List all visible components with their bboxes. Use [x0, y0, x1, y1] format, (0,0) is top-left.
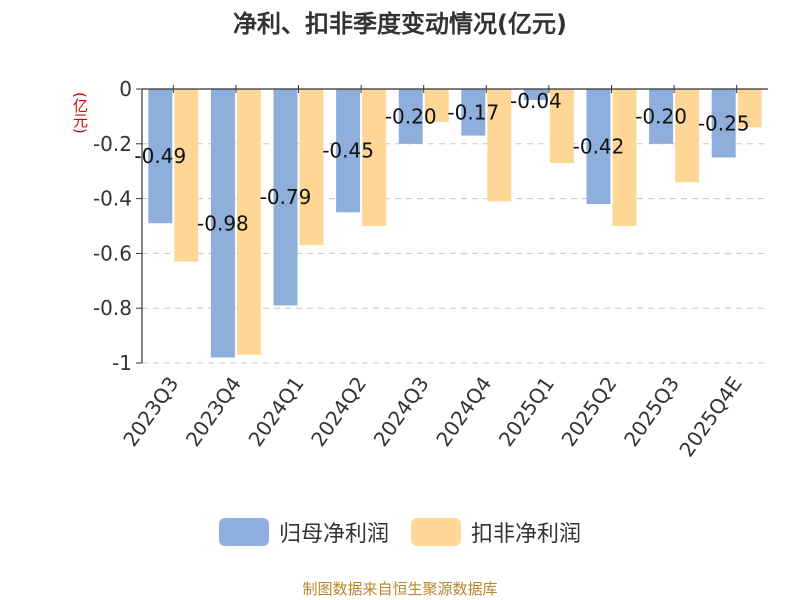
bar-deducted-profit [424, 89, 449, 122]
bar-deducted-profit [236, 89, 261, 355]
bar-deducted-profit [675, 89, 700, 183]
y-tick-label: -0.8 [93, 296, 132, 320]
x-tick-label: 2024Q1 [243, 372, 308, 451]
x-tick-label: 2025Q1 [494, 372, 559, 451]
legend-swatch-deducted-profit [411, 518, 461, 546]
legend-label-deducted-profit: 扣非净利润 [471, 522, 582, 547]
bar-net-profit [461, 89, 486, 136]
bar-deducted-profit [612, 89, 637, 226]
bar-net-profit [586, 89, 611, 205]
y-tick-label: -1 [112, 351, 132, 375]
y-tick-label: -0.4 [93, 187, 132, 211]
bar-net-profit [148, 89, 173, 224]
bar-net-profit [711, 89, 736, 158]
x-tick-label: 2023Q3 [118, 372, 183, 451]
chart-title: 净利、扣非季度变动情况(亿元) [233, 10, 567, 38]
y-tick-label: 0 [119, 77, 132, 101]
y-tick-label: -0.2 [93, 132, 132, 156]
y-tick-label: -0.6 [93, 241, 132, 265]
data-label-net-profit: -0.79 [260, 185, 312, 209]
bar-deducted-profit [362, 89, 387, 226]
data-label-net-profit: -0.04 [510, 89, 562, 113]
legend-label-net-profit: 归母净利润 [278, 522, 389, 547]
bar-net-profit [398, 89, 423, 144]
bar-net-profit [273, 89, 298, 306]
bar-net-profit [210, 89, 235, 358]
y-axis-unit-label: (亿元) [71, 92, 89, 134]
data-label-net-profit: -0.42 [573, 135, 625, 159]
bar-net-profit [523, 89, 548, 100]
bar-net-profit [336, 89, 361, 213]
legend-swatch-net-profit [218, 518, 269, 546]
bar-deducted-profit [737, 89, 762, 128]
x-tick-label: 2023Q4 [181, 372, 246, 451]
data-source-note: 制图数据来自恒生聚源数据库 [302, 580, 498, 598]
legend-item-net-profit[interactable]: 归母净利润 [218, 516, 389, 548]
bar-deducted-profit [174, 89, 199, 262]
data-label-net-profit: -0.20 [635, 104, 687, 128]
x-tick-label: 2024Q3 [369, 372, 434, 451]
bar-deducted-profit [549, 89, 574, 163]
legend-item-deducted-profit[interactable]: 扣非净利润 [411, 516, 581, 548]
data-labels: -0.49 -0.98 -0.79 -0.45 -0.20 -0.17 -0.04 -0.42… [134, 89, 749, 235]
data-label-net-profit: -0.25 [698, 111, 750, 135]
data-label-net-profit: -0.17 [447, 100, 499, 124]
data-label-net-profit: -0.20 [385, 104, 437, 128]
data-label-net-profit: -0.98 [197, 211, 249, 235]
data-label-net-profit: -0.49 [134, 144, 186, 168]
data-label-net-profit: -0.45 [322, 139, 374, 163]
bar-deducted-profit [487, 89, 512, 202]
x-tick-label: 2024Q2 [306, 372, 371, 451]
x-tick-label: 2025Q3 [619, 372, 684, 451]
x-tick-label: 2024Q4 [431, 372, 496, 451]
bar-deducted-profit [299, 89, 324, 246]
legend: 归母净利润 扣非净利润 [0, 516, 800, 548]
x-tick-label: 2025Q2 [556, 372, 621, 451]
gridlines [142, 143, 768, 364]
bars [148, 89, 762, 358]
bar-net-profit [649, 89, 674, 144]
x-tick-label: 2025Q4E [674, 372, 746, 461]
